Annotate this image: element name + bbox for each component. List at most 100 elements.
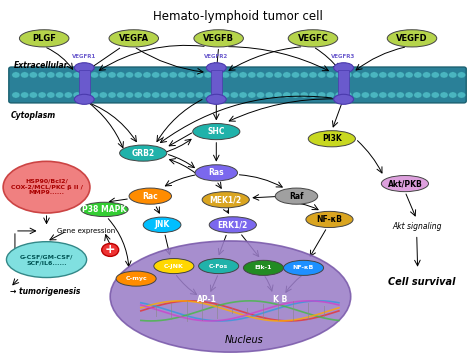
Ellipse shape [387,30,437,47]
Circle shape [169,72,177,78]
Circle shape [64,72,73,78]
Text: VEGFR1: VEGFR1 [72,54,96,59]
Text: +: + [105,243,116,256]
Ellipse shape [283,260,324,275]
Circle shape [265,92,273,98]
Circle shape [239,72,247,78]
Circle shape [309,92,317,98]
Text: PI3K: PI3K [322,134,342,143]
Circle shape [187,72,195,78]
Text: ERK1/2: ERK1/2 [218,220,248,229]
Circle shape [388,72,396,78]
Circle shape [213,72,221,78]
Circle shape [440,92,448,98]
Circle shape [126,92,134,98]
Circle shape [20,92,28,98]
Circle shape [187,92,195,98]
FancyBboxPatch shape [79,69,90,98]
Circle shape [379,92,387,98]
Circle shape [449,72,457,78]
Circle shape [20,72,28,78]
Text: JNK: JNK [155,220,170,229]
Circle shape [91,92,99,98]
Ellipse shape [334,63,354,73]
Circle shape [431,72,439,78]
Text: C-JNK: C-JNK [164,264,184,269]
Text: Elk-1: Elk-1 [255,265,272,270]
Ellipse shape [194,30,244,47]
Text: Gene expression: Gene expression [56,228,115,234]
Circle shape [405,92,413,98]
Circle shape [12,72,20,78]
Circle shape [134,92,142,98]
Ellipse shape [334,94,354,104]
Ellipse shape [195,165,237,181]
Circle shape [99,92,107,98]
Circle shape [108,92,116,98]
Circle shape [99,72,107,78]
Circle shape [204,72,212,78]
Circle shape [388,92,396,98]
Text: K B: K B [273,294,287,303]
Circle shape [256,92,264,98]
Text: Cell survival: Cell survival [388,277,455,287]
Circle shape [160,72,168,78]
Circle shape [265,72,273,78]
Circle shape [414,72,422,78]
Ellipse shape [7,242,87,278]
Circle shape [178,92,186,98]
Circle shape [204,92,212,98]
Circle shape [55,92,64,98]
Circle shape [82,92,90,98]
Circle shape [353,72,361,78]
Circle shape [108,72,116,78]
FancyBboxPatch shape [338,69,349,98]
Circle shape [230,92,238,98]
Circle shape [440,72,448,78]
Circle shape [327,92,335,98]
Circle shape [318,92,326,98]
Text: VEGFA: VEGFA [118,34,149,43]
Text: SHC: SHC [208,127,225,136]
Circle shape [335,72,343,78]
Text: VEGFB: VEGFB [203,34,234,43]
Text: Rac: Rac [142,192,158,201]
Ellipse shape [110,241,351,352]
Text: PLGF: PLGF [32,34,56,43]
Circle shape [178,72,186,78]
Circle shape [47,92,55,98]
Ellipse shape [206,63,226,73]
Circle shape [370,92,378,98]
Circle shape [361,92,369,98]
Circle shape [64,92,73,98]
Circle shape [195,92,203,98]
Text: Nucleus: Nucleus [225,334,264,345]
Circle shape [169,92,177,98]
Ellipse shape [109,30,158,47]
Circle shape [283,72,291,78]
Text: HSP90/Bcl2/
COX-2/MCL/PKC β II /
MMP9......: HSP90/Bcl2/ COX-2/MCL/PKC β II / MMP9...… [10,179,82,195]
Text: → tumorigenesis: → tumorigenesis [10,287,81,296]
Circle shape [221,72,229,78]
Ellipse shape [308,131,356,147]
Circle shape [160,92,168,98]
Circle shape [344,72,352,78]
Circle shape [73,92,81,98]
Circle shape [213,92,221,98]
Text: Akt signaling: Akt signaling [392,222,441,231]
Circle shape [152,92,160,98]
FancyBboxPatch shape [9,67,466,103]
Circle shape [117,92,125,98]
Circle shape [230,72,238,78]
Ellipse shape [154,258,194,274]
Circle shape [422,92,430,98]
Text: Ras: Ras [209,168,224,177]
Circle shape [55,72,64,78]
Ellipse shape [74,94,94,104]
Ellipse shape [275,188,318,204]
Ellipse shape [199,258,239,274]
Circle shape [239,92,247,98]
Text: C-Fos: C-Fos [209,264,228,269]
Circle shape [12,92,20,98]
Text: G-CSF/GM-CSF/
SCF/IL6......: G-CSF/GM-CSF/ SCF/IL6...... [20,254,73,265]
